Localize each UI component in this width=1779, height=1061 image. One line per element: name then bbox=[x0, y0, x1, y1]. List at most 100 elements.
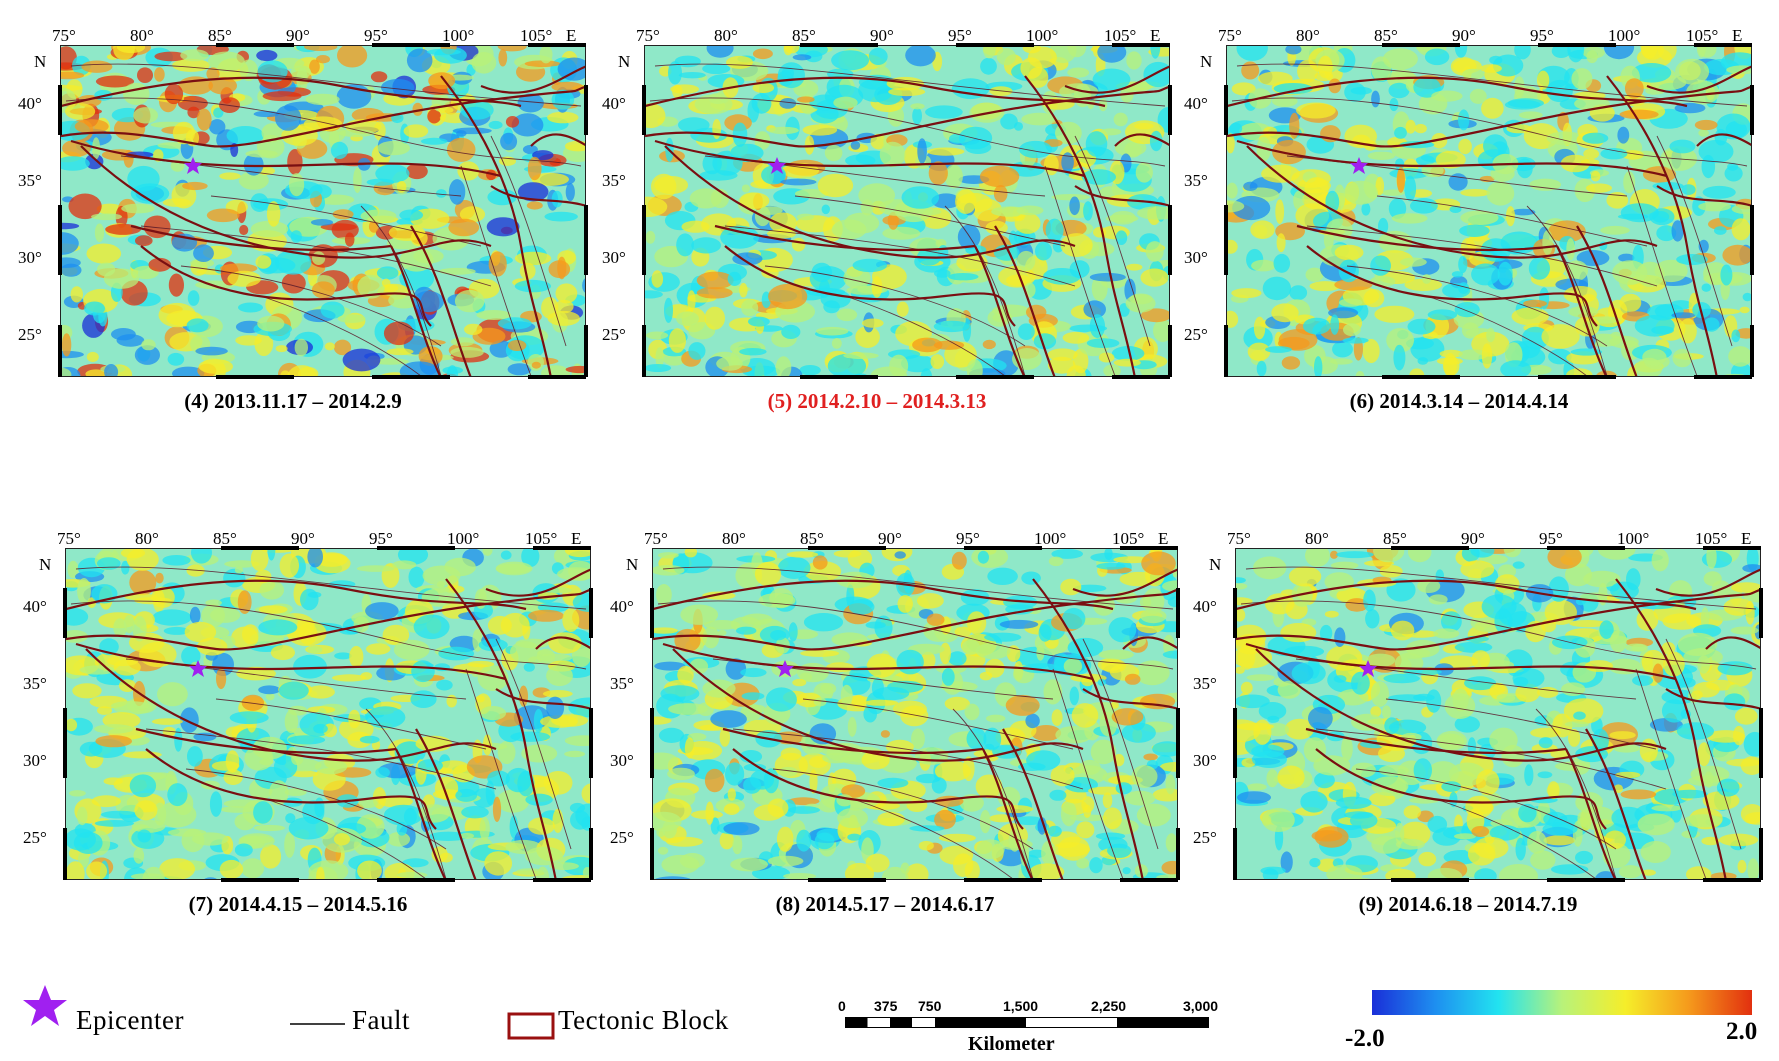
frame-tick bbox=[1759, 588, 1763, 638]
lon-label: 85° bbox=[208, 26, 232, 45]
frame-tick bbox=[528, 375, 586, 379]
lon-label: 105° bbox=[1686, 26, 1719, 45]
frame-tick bbox=[650, 708, 654, 778]
lon-label: 80° bbox=[135, 529, 159, 548]
lon-label: 90° bbox=[291, 529, 315, 548]
frame-tick bbox=[964, 546, 1042, 550]
frame-tick bbox=[1750, 85, 1754, 135]
colorbar-min-label: -2.0 bbox=[1345, 1025, 1385, 1052]
frame-tick bbox=[372, 375, 450, 379]
frame-tick bbox=[1233, 708, 1237, 778]
lat-label: 35° bbox=[602, 171, 626, 190]
lon-label: 100° bbox=[1034, 529, 1067, 548]
anomaly-field bbox=[61, 46, 585, 376]
map-panel-5: 75° 80° 85° 90° 95° 100° 105° E N 40° 35° 30° 25° (5)… bbox=[584, 25, 1190, 437]
lon-label: 95° bbox=[1530, 26, 1554, 45]
frame-tick bbox=[58, 325, 62, 377]
frame-tick bbox=[642, 205, 646, 275]
lon-label: 85° bbox=[1383, 529, 1407, 548]
lon-label: 100° bbox=[1608, 26, 1641, 45]
frame-tick bbox=[533, 546, 591, 550]
lon-label: 100° bbox=[447, 529, 480, 548]
lon-label: 75° bbox=[1227, 529, 1251, 548]
frame-tick bbox=[584, 325, 588, 377]
lat-label: N bbox=[1209, 555, 1222, 574]
lon-label: 95° bbox=[948, 26, 972, 45]
frame-tick bbox=[1694, 43, 1752, 47]
frame-tick bbox=[58, 205, 62, 275]
frame-tick bbox=[58, 85, 62, 135]
frame-tick bbox=[1759, 708, 1763, 778]
colorbar-gradient bbox=[1372, 990, 1752, 1015]
lat-label: 40° bbox=[23, 597, 47, 616]
lon-label: 85° bbox=[792, 26, 816, 45]
lon-label: 80° bbox=[1296, 26, 1320, 45]
frame-tick bbox=[1176, 588, 1180, 638]
frame-tick bbox=[650, 588, 654, 638]
frame-tick bbox=[1233, 828, 1237, 880]
anomaly-field bbox=[1236, 549, 1760, 879]
frame-tick bbox=[533, 878, 591, 882]
lat-label: 35° bbox=[1193, 674, 1217, 693]
lat-label: N bbox=[626, 555, 639, 574]
frame-tick bbox=[377, 878, 455, 882]
epicenter-marker bbox=[189, 660, 207, 677]
lon-label: 75° bbox=[57, 529, 81, 548]
tectonic-block-icon bbox=[507, 1012, 555, 1040]
lat-label: 25° bbox=[1193, 828, 1217, 847]
lon-label: 85° bbox=[800, 529, 824, 548]
lon-label: 75° bbox=[52, 26, 76, 45]
lon-label: 95° bbox=[956, 529, 980, 548]
panel-caption: (6) 2014.3.14 – 2014.4.14 bbox=[1349, 389, 1569, 413]
frame-tick bbox=[650, 828, 654, 880]
frame-tick bbox=[584, 205, 588, 275]
lon-label: 105° bbox=[1104, 26, 1137, 45]
lon-label: E bbox=[566, 26, 577, 45]
legend-fault-label: Fault bbox=[352, 1005, 411, 1035]
lon-label: 90° bbox=[878, 529, 902, 548]
lat-label: 35° bbox=[23, 674, 47, 693]
legend-epicenter-label: Epicenter bbox=[76, 1005, 184, 1035]
lon-label: 100° bbox=[1617, 529, 1650, 548]
frame-tick bbox=[800, 43, 878, 47]
frame-tick bbox=[1224, 325, 1228, 377]
frame-tick bbox=[642, 325, 646, 377]
anomaly-map bbox=[652, 548, 1178, 880]
lon-label: E bbox=[1150, 26, 1161, 45]
anomaly-map bbox=[644, 45, 1170, 377]
map-panel-4: 75° 80° 85° 90° 95° 100° 105° E N 40° 35° 30° 25° (4)… bbox=[0, 25, 606, 437]
epicenter-marker bbox=[184, 157, 202, 174]
scale-tick-2250: 2,250 bbox=[1091, 998, 1127, 1014]
panel-caption: (5) 2014.2.10 – 2014.3.13 bbox=[767, 389, 987, 413]
anomaly-map bbox=[1235, 548, 1761, 880]
lon-label: 75° bbox=[1218, 26, 1242, 45]
anomaly-map bbox=[1226, 45, 1752, 377]
lat-label: 35° bbox=[610, 674, 634, 693]
anomaly-map bbox=[60, 45, 586, 377]
lon-label: 100° bbox=[442, 26, 475, 45]
frame-tick bbox=[589, 708, 593, 778]
anomaly-field bbox=[1227, 46, 1751, 376]
lon-label: E bbox=[1741, 529, 1752, 548]
frame-tick bbox=[63, 588, 67, 638]
lon-label: 85° bbox=[1374, 26, 1398, 45]
lat-label: 30° bbox=[602, 248, 626, 267]
lat-label: 40° bbox=[602, 94, 626, 113]
frame-tick bbox=[1547, 546, 1625, 550]
lat-label: 25° bbox=[18, 325, 42, 344]
frame-tick bbox=[1168, 205, 1172, 275]
frame-tick bbox=[63, 828, 67, 880]
lon-label: 90° bbox=[1452, 26, 1476, 45]
frame-tick bbox=[216, 43, 294, 47]
lat-label: 40° bbox=[610, 597, 634, 616]
frame-tick bbox=[1547, 878, 1625, 882]
map-panel-9: 75° 80° 85° 90° 95° 100° 105° E N 40° 35° 30° 25° (9)… bbox=[1175, 528, 1779, 940]
frame-tick bbox=[808, 878, 886, 882]
frame-tick bbox=[1703, 546, 1761, 550]
frame-tick bbox=[1391, 878, 1469, 882]
map-panel-7: 75° 80° 85° 90° 95° 100° 105° E N 40° 35° 30° 25° (7)… bbox=[5, 528, 611, 940]
lat-label: 30° bbox=[18, 248, 42, 267]
frame-tick bbox=[1703, 878, 1761, 882]
frame-tick bbox=[1750, 325, 1754, 377]
anomaly-field bbox=[66, 549, 590, 879]
